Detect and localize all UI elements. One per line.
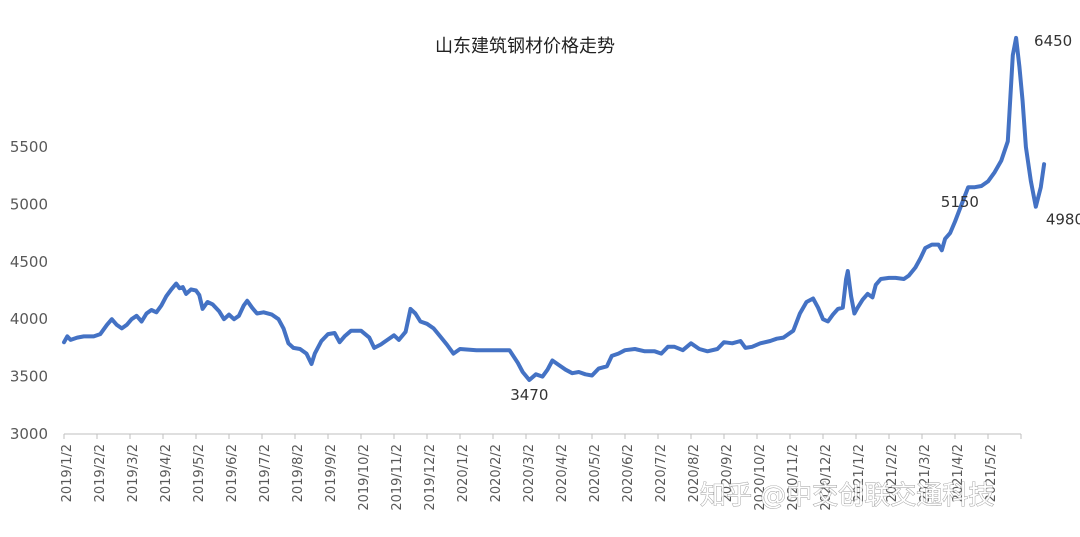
x-tick-label: 2020/11/2 (786, 444, 801, 511)
x-tick-label: 2021/1/2 (852, 444, 867, 502)
x-tick-label: 2019/6/2 (225, 444, 240, 502)
y-tick-label-3500: 3500 (10, 368, 48, 386)
x-tick-label: 2020/10/2 (753, 444, 768, 511)
chart-title: 山东建筑钢材价格走势 (435, 36, 615, 57)
data-label-5150: 5150 (941, 193, 979, 211)
y-tick-label-4000: 4000 (10, 310, 48, 328)
x-tick-label: 2019/12/2 (423, 444, 438, 511)
x-tick-label: 2020/8/2 (687, 444, 702, 502)
data-label-6450: 6450 (1034, 32, 1072, 50)
x-tick-label: 2019/5/2 (192, 444, 207, 502)
x-tick-label: 2019/4/2 (159, 444, 174, 502)
x-tick-label: 2020/7/2 (654, 444, 669, 502)
x-tick-label: 2021/2/2 (885, 444, 900, 502)
x-tick-label: 2021/5/2 (984, 444, 999, 502)
x-axis: 2019/1/2 2019/2/2 2019/3/2 2019/4/2 2019/5/2… (60, 433, 1022, 511)
y-axis: 3000 3500 4000 4500 5000 5500 (10, 138, 48, 443)
y-tick-label-4500: 4500 (10, 253, 48, 271)
x-tick-label: 2019/2/2 (93, 444, 108, 502)
x-tick-label: 2019/3/2 (126, 444, 141, 502)
series-line-0 (62, 35, 1047, 382)
x-tick-label: 2020/3/2 (522, 444, 537, 502)
x-tick-label: 2020/12/2 (819, 444, 834, 511)
x-tick-label: 2020/4/2 (555, 444, 570, 502)
x-tick-label: 2020/2/2 (489, 444, 504, 502)
x-tick-label: 2021/3/2 (918, 444, 933, 502)
watermark-text: 知乎 @中交创联交通科技 (700, 481, 994, 511)
x-tick-label: 2019/10/2 (357, 444, 372, 511)
y-tick-label-5000: 5000 (10, 195, 48, 213)
x-tick-label: 2020/9/2 (720, 444, 735, 502)
x-tick-label: 2019/7/2 (258, 444, 273, 502)
x-tick-label: 2019/9/2 (324, 444, 339, 502)
plot-area (62, 35, 1047, 382)
annotations: 6450 5150 4980 3470 (510, 32, 1080, 404)
x-tick-label: 2019/1/2 (60, 444, 75, 502)
y-tick-label-5500: 5500 (10, 138, 48, 156)
x-tick-label: 2020/6/2 (621, 444, 636, 502)
x-tick-label: 2020/5/2 (588, 444, 603, 502)
x-tick-label: 2019/11/2 (390, 444, 405, 511)
y-tick-label-3000: 3000 (10, 425, 48, 443)
x-tick-label: 2020/1/2 (456, 444, 471, 502)
data-label-4980: 4980 (1046, 211, 1080, 229)
data-label-3470: 3470 (510, 386, 548, 404)
x-tick-label: 2021/4/2 (951, 444, 966, 502)
x-tick-label: 2019/8/2 (291, 444, 306, 502)
